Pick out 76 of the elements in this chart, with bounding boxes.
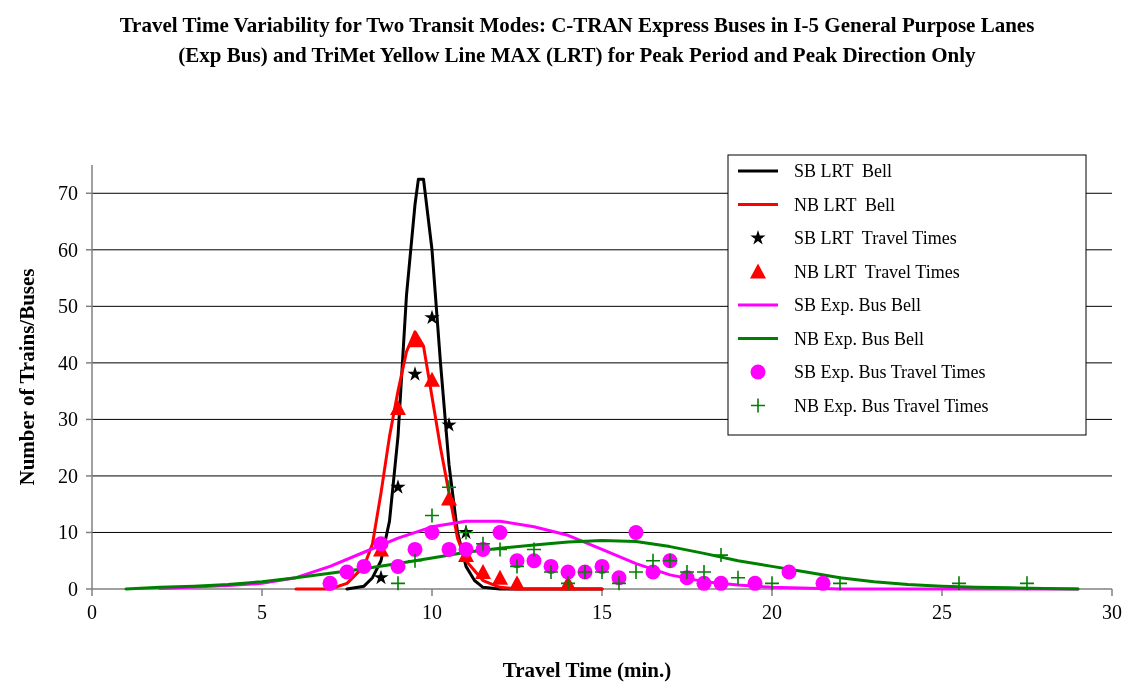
point [781, 564, 797, 580]
legend-label: SB LRT Bell [794, 161, 893, 181]
x-tick-label: 10 [422, 601, 442, 623]
legend-label: NB LRT Bell [794, 194, 896, 215]
legend-label: SB Exp. Bus Bell [794, 295, 922, 315]
point [951, 575, 967, 592]
x-tick-label: 30 [1102, 601, 1122, 623]
point [628, 564, 644, 580]
point [509, 558, 525, 575]
point [441, 490, 457, 506]
line-series [294, 330, 604, 591]
point [424, 371, 440, 387]
point [645, 552, 661, 569]
point [747, 575, 763, 591]
point [713, 575, 729, 591]
point [424, 309, 440, 325]
point [390, 400, 406, 416]
point [390, 479, 406, 494]
point [356, 558, 372, 574]
point [526, 541, 542, 558]
y-tick-label: 0 [68, 578, 78, 600]
point [492, 569, 508, 585]
point [560, 564, 576, 580]
point [492, 524, 508, 540]
point [424, 507, 440, 524]
x-tick-label: 0 [87, 601, 97, 623]
x-tick-label: 15 [592, 601, 612, 623]
point [832, 575, 848, 592]
point [492, 541, 508, 558]
point [696, 575, 712, 591]
point [1019, 575, 1035, 592]
point [373, 569, 389, 585]
point [390, 575, 406, 592]
legend-label: SB LRT Travel Times [794, 228, 957, 248]
point [441, 541, 457, 557]
point [424, 524, 440, 540]
y-tick-label: 50 [58, 295, 78, 318]
y-tick-label: 10 [58, 521, 78, 544]
point [815, 575, 831, 591]
point [322, 575, 338, 591]
point [390, 558, 406, 574]
point [475, 535, 491, 552]
point [509, 575, 525, 591]
y-tick-label: 30 [58, 408, 78, 431]
point [475, 564, 491, 580]
point [628, 524, 644, 540]
legend-label: NB Exp. Bus Bell [794, 328, 925, 349]
point [764, 575, 780, 592]
x-tick-label: 5 [257, 601, 267, 623]
y-tick-label: 70 [58, 182, 78, 205]
point [458, 541, 474, 557]
x-tick-label: 20 [762, 601, 782, 623]
x-axis-title: Travel Time (min.) [502, 658, 672, 682]
point [526, 553, 542, 569]
y-axis-title: Number of Trains/Buses [15, 268, 39, 486]
point [679, 564, 695, 580]
chart-title: Travel Time Variability for Two Transit Modes: C-TRAN Express Buses in I-5 General Purpose Lanes (Exp Bus) and TriMet Yellow Line MAX (LRT) for Peak Period and Peak Direction Only [119, 13, 1035, 67]
point [611, 575, 627, 592]
point [696, 564, 712, 580]
point [407, 541, 423, 557]
point [373, 536, 389, 552]
y-tick-label: 60 [58, 238, 78, 261]
legend-label: NB Exp. Bus Travel Times [794, 395, 989, 416]
point [441, 479, 457, 496]
point [543, 564, 559, 580]
legend-label: NB LRT Travel Times [794, 261, 960, 282]
point [730, 569, 746, 586]
point [407, 366, 423, 381]
point [645, 564, 661, 580]
y-tick-label: 40 [58, 351, 78, 374]
point [339, 564, 355, 580]
point [713, 547, 729, 563]
legend-label: SB Exp. Bus Travel Times [794, 362, 986, 382]
point [594, 564, 610, 580]
y-tick-label: 20 [58, 464, 78, 487]
x-tick-label: 25 [932, 601, 952, 623]
